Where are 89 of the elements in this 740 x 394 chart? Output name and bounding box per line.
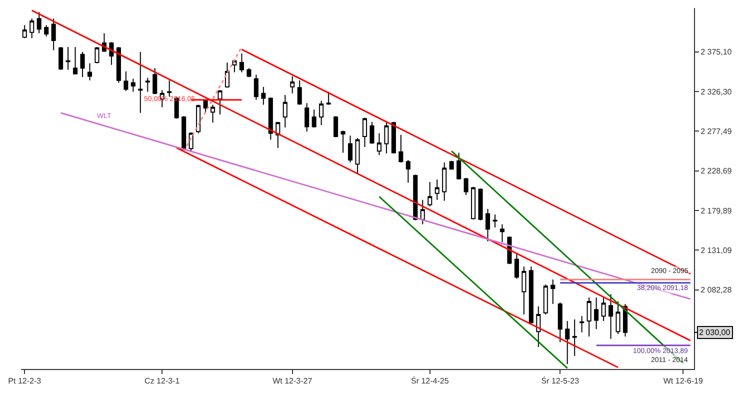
candlestick bbox=[471, 186, 476, 220]
y-tick-label: 2 277,49 bbox=[700, 126, 732, 136]
candlestick bbox=[376, 132, 382, 156]
candlestick bbox=[116, 46, 121, 84]
x-tick-label: Wt 12-6-19 bbox=[663, 376, 704, 386]
candlestick bbox=[167, 80, 172, 98]
candlestick bbox=[550, 279, 556, 304]
candlestick bbox=[224, 62, 230, 88]
candlestick bbox=[500, 224, 504, 243]
ref-line-label: 2 030,00 bbox=[699, 328, 731, 337]
candlestick bbox=[276, 121, 280, 148]
candlestick bbox=[152, 68, 158, 95]
candlestick bbox=[138, 51, 143, 114]
candlestick bbox=[340, 130, 346, 154]
candlestick bbox=[304, 102, 310, 132]
candlestick bbox=[80, 51, 85, 78]
candlestick bbox=[528, 266, 534, 324]
candlestick bbox=[254, 74, 258, 100]
y-tick-label: 2 375,10 bbox=[700, 48, 732, 57]
candlestick bbox=[87, 62, 92, 81]
candlestick bbox=[464, 177, 468, 196]
candlestick bbox=[282, 94, 288, 128]
y-tick-label: 2 082,28 bbox=[700, 286, 732, 295]
candlestick bbox=[130, 78, 136, 92]
candlestick bbox=[355, 138, 360, 174]
candlestick bbox=[218, 90, 222, 116]
x-tick-label: Cz 12-3-1 bbox=[144, 376, 180, 386]
candlestick bbox=[420, 199, 425, 225]
candlestick bbox=[348, 135, 353, 163]
y-tick-label: 2 228,69 bbox=[700, 166, 732, 176]
candlestick bbox=[586, 296, 592, 337]
candlestick bbox=[543, 284, 548, 316]
candlestick bbox=[326, 91, 331, 106]
candlestick bbox=[428, 182, 432, 207]
candlestick bbox=[268, 96, 273, 140]
candlestick bbox=[384, 122, 389, 154]
candlestick bbox=[203, 99, 208, 114]
candlestick bbox=[522, 266, 526, 316]
candlestick bbox=[492, 214, 498, 228]
candlestick bbox=[319, 100, 324, 126]
candlestick bbox=[239, 53, 244, 73]
candlestick bbox=[536, 306, 541, 348]
x-tick-label: Śr 12-4-25 bbox=[410, 376, 450, 386]
candlestick bbox=[398, 134, 404, 163]
x-tick-label: Pt 12-2-3 bbox=[8, 376, 42, 386]
candlestick bbox=[145, 77, 150, 92]
candlestick bbox=[297, 80, 302, 106]
candlestick bbox=[334, 116, 338, 138]
candlestick bbox=[442, 162, 447, 202]
y-tick-label: 2 179,89 bbox=[700, 206, 732, 216]
x-tick-label: Śr 12-5-23 bbox=[541, 376, 580, 386]
candlestick bbox=[434, 179, 440, 200]
candlestick bbox=[30, 18, 34, 39]
candlestick bbox=[196, 104, 201, 134]
candlestick bbox=[413, 174, 418, 221]
candlestick bbox=[44, 24, 49, 37]
candlestick bbox=[312, 109, 316, 128]
y-tick-label: 2 326,30 bbox=[700, 87, 732, 96]
candlestick bbox=[456, 152, 462, 180]
candlestick bbox=[51, 18, 56, 51]
candlestick bbox=[572, 318, 577, 356]
candlestick bbox=[22, 24, 27, 39]
candlestick bbox=[601, 296, 606, 322]
candlestick bbox=[73, 46, 78, 74]
x-tick-label: Wt 12-3-27 bbox=[272, 376, 313, 386]
candlestick bbox=[580, 316, 584, 333]
candlestick bbox=[565, 320, 570, 365]
candlestick bbox=[66, 46, 70, 70]
y-tick-label: 2 131,09 bbox=[700, 246, 732, 256]
candlestick bbox=[449, 160, 454, 170]
candlestick bbox=[616, 301, 620, 335]
candlestick bbox=[36, 12, 42, 34]
candlestick bbox=[478, 188, 483, 221]
candlestick bbox=[210, 104, 216, 124]
candlestick bbox=[558, 302, 562, 343]
candlestick bbox=[406, 160, 410, 184]
candlestick bbox=[261, 86, 266, 106]
candlestick bbox=[514, 252, 519, 280]
candlestick bbox=[608, 294, 614, 340]
candlestick bbox=[124, 70, 128, 92]
candlestick bbox=[94, 46, 100, 64]
candlestick bbox=[370, 121, 374, 144]
candlestick bbox=[594, 296, 599, 330]
candlestick bbox=[391, 121, 396, 154]
candlestick bbox=[246, 68, 252, 78]
candlestick bbox=[362, 117, 368, 148]
candlestick bbox=[58, 46, 64, 70]
candlestick bbox=[290, 76, 295, 94]
candlestick bbox=[485, 208, 490, 242]
